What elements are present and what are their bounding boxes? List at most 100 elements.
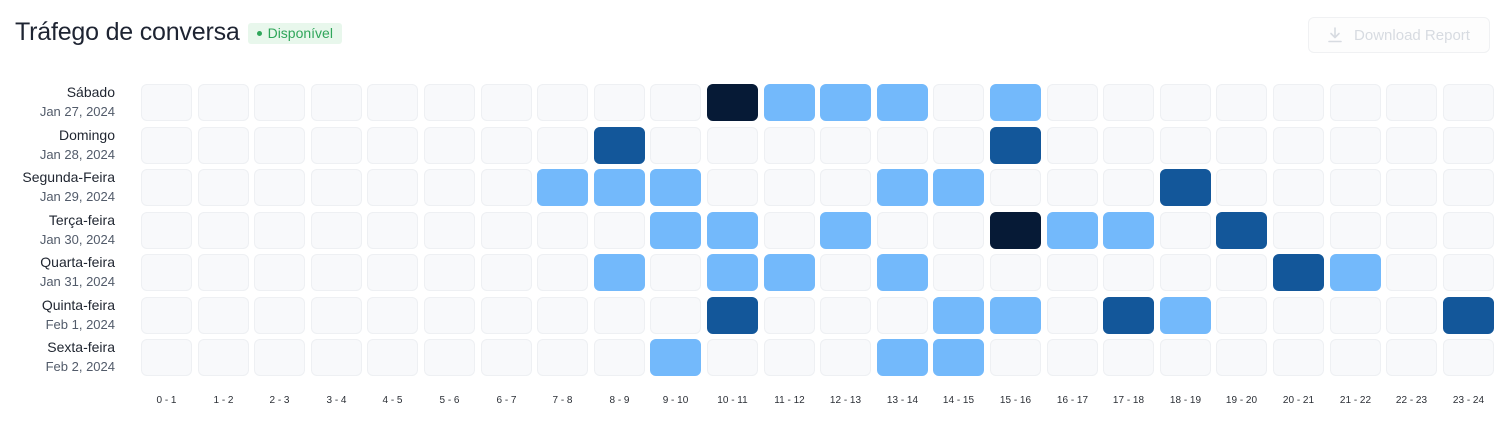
heatmap-cell[interactable] [594,169,645,206]
heatmap-cell[interactable] [877,254,928,291]
heatmap-cell[interactable] [877,127,928,164]
heatmap-cell[interactable] [594,212,645,249]
heatmap-cell[interactable] [1273,127,1324,164]
heatmap-cell[interactable] [707,254,758,291]
heatmap-cell[interactable] [424,127,475,164]
heatmap-cell[interactable] [820,339,871,376]
heatmap-cell[interactable] [707,297,758,334]
heatmap-cell[interactable] [650,339,701,376]
heatmap-cell[interactable] [1273,212,1324,249]
heatmap-cell[interactable] [707,339,758,376]
heatmap-cell[interactable] [990,212,1041,249]
heatmap-cell[interactable] [877,169,928,206]
heatmap-cell[interactable] [311,254,362,291]
heatmap-cell[interactable] [1160,339,1211,376]
heatmap-cell[interactable] [1273,84,1324,121]
heatmap-cell[interactable] [1386,127,1437,164]
heatmap-cell[interactable] [1160,84,1211,121]
heatmap-cell[interactable] [367,212,418,249]
heatmap-cell[interactable] [990,169,1041,206]
heatmap-cell[interactable] [1386,84,1437,121]
heatmap-cell[interactable] [311,169,362,206]
heatmap-cell[interactable] [254,254,305,291]
heatmap-cell[interactable] [1386,297,1437,334]
heatmap-cell[interactable] [1443,169,1494,206]
heatmap-cell[interactable] [1216,254,1267,291]
heatmap-cell[interactable] [424,339,475,376]
heatmap-cell[interactable] [311,84,362,121]
heatmap-cell[interactable] [367,169,418,206]
heatmap-cell[interactable] [594,297,645,334]
heatmap-cell[interactable] [1047,84,1098,121]
heatmap-cell[interactable] [1103,169,1154,206]
heatmap-cell[interactable] [1160,169,1211,206]
heatmap-cell[interactable] [537,254,588,291]
heatmap-cell[interactable] [141,254,192,291]
heatmap-cell[interactable] [764,212,815,249]
heatmap-cell[interactable] [537,84,588,121]
heatmap-cell[interactable] [990,84,1041,121]
heatmap-cell[interactable] [424,84,475,121]
heatmap-cell[interactable] [1047,339,1098,376]
heatmap-cell[interactable] [198,254,249,291]
heatmap-cell[interactable] [254,84,305,121]
heatmap-cell[interactable] [820,169,871,206]
heatmap-cell[interactable] [1216,339,1267,376]
heatmap-cell[interactable] [254,169,305,206]
heatmap-cell[interactable] [707,84,758,121]
heatmap-cell[interactable] [594,84,645,121]
heatmap-cell[interactable] [311,297,362,334]
heatmap-cell[interactable] [311,339,362,376]
heatmap-cell[interactable] [764,84,815,121]
heatmap-cell[interactable] [707,127,758,164]
heatmap-cell[interactable] [1330,169,1381,206]
heatmap-cell[interactable] [198,212,249,249]
heatmap-cell[interactable] [141,212,192,249]
heatmap-cell[interactable] [141,127,192,164]
heatmap-cell[interactable] [254,127,305,164]
heatmap-cell[interactable] [141,84,192,121]
heatmap-cell[interactable] [198,297,249,334]
heatmap-cell[interactable] [1443,339,1494,376]
heatmap-cell[interactable] [820,254,871,291]
heatmap-cell[interactable] [1216,84,1267,121]
heatmap-cell[interactable] [594,254,645,291]
heatmap-cell[interactable] [254,339,305,376]
heatmap-cell[interactable] [1216,212,1267,249]
heatmap-cell[interactable] [764,339,815,376]
heatmap-cell[interactable] [877,84,928,121]
heatmap-cell[interactable] [990,339,1041,376]
heatmap-cell[interactable] [367,254,418,291]
heatmap-cell[interactable] [933,212,984,249]
heatmap-cell[interactable] [1103,127,1154,164]
heatmap-cell[interactable] [367,127,418,164]
heatmap-cell[interactable] [198,127,249,164]
heatmap-cell[interactable] [424,169,475,206]
heatmap-cell[interactable] [367,84,418,121]
heatmap-cell[interactable] [933,169,984,206]
download-report-button[interactable]: Download Report [1308,17,1490,53]
heatmap-cell[interactable] [877,212,928,249]
heatmap-cell[interactable] [1103,212,1154,249]
heatmap-cell[interactable] [537,127,588,164]
heatmap-cell[interactable] [311,212,362,249]
heatmap-cell[interactable] [933,127,984,164]
heatmap-cell[interactable] [877,339,928,376]
heatmap-cell[interactable] [1047,297,1098,334]
heatmap-cell[interactable] [1103,297,1154,334]
heatmap-cell[interactable] [198,169,249,206]
heatmap-cell[interactable] [481,127,532,164]
heatmap-cell[interactable] [594,339,645,376]
heatmap-cell[interactable] [764,254,815,291]
heatmap-cell[interactable] [1047,127,1098,164]
heatmap-cell[interactable] [1443,254,1494,291]
heatmap-cell[interactable] [707,169,758,206]
heatmap-cell[interactable] [1330,84,1381,121]
heatmap-cell[interactable] [311,127,362,164]
heatmap-cell[interactable] [1047,169,1098,206]
heatmap-cell[interactable] [1386,169,1437,206]
heatmap-cell[interactable] [990,297,1041,334]
heatmap-cell[interactable] [537,297,588,334]
heatmap-cell[interactable] [1103,254,1154,291]
heatmap-cell[interactable] [707,212,758,249]
